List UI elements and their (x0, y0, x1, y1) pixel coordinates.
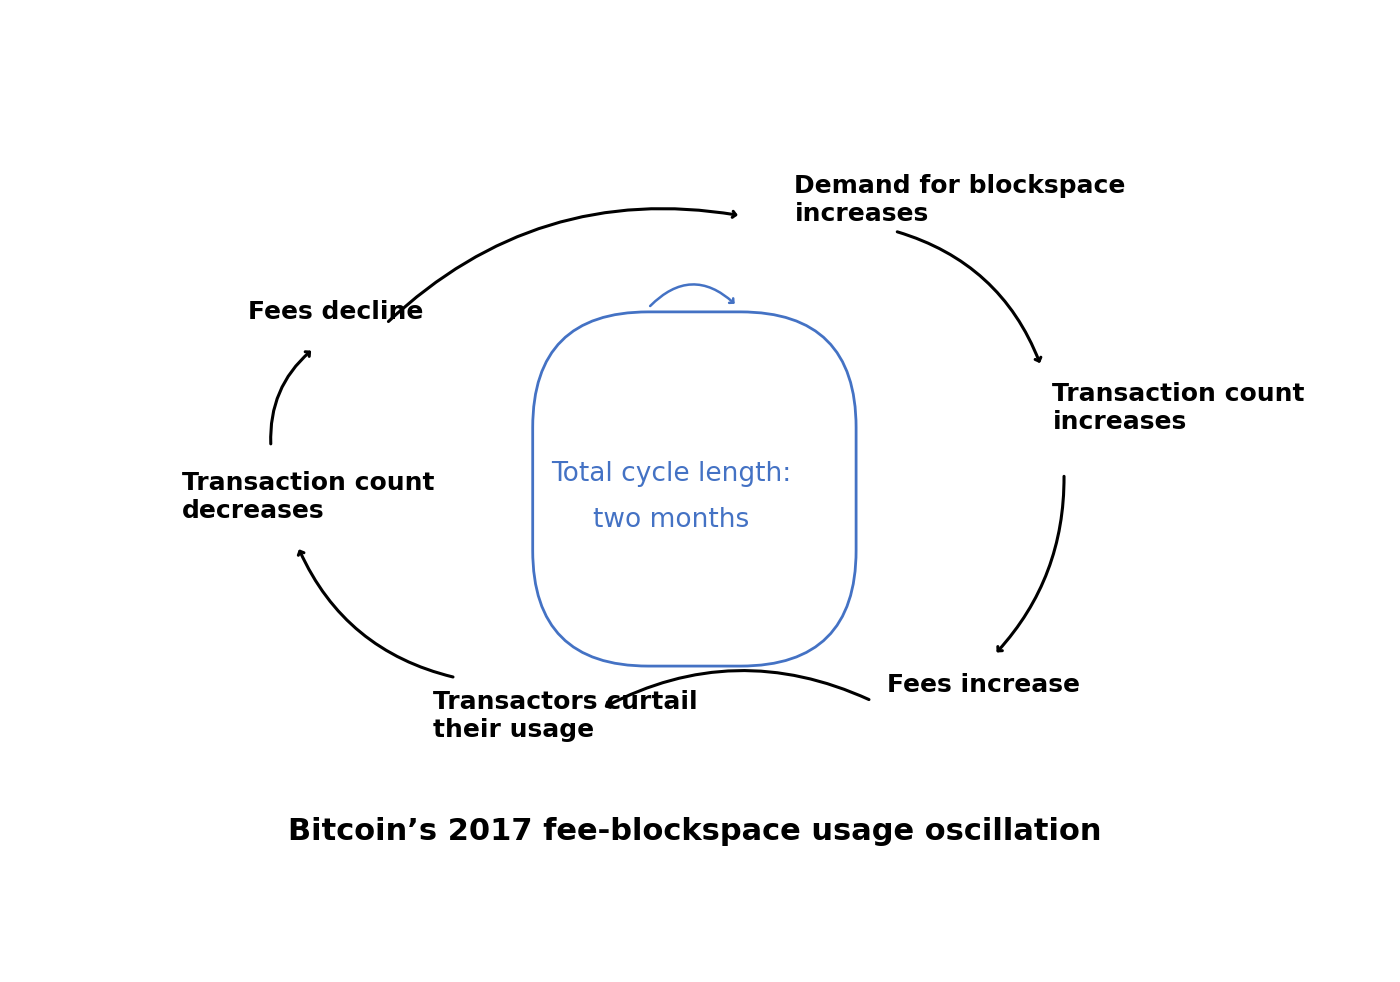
Text: Transaction count
increases: Transaction count increases (1053, 382, 1305, 434)
Text: Bitcoin’s 2017 fee-blockspace usage oscillation: Bitcoin’s 2017 fee-blockspace usage osci… (287, 817, 1102, 846)
Text: Demand for blockspace
increases: Demand for blockspace increases (795, 175, 1126, 226)
Text: Total cycle length:: Total cycle length: (552, 461, 791, 486)
Text: Fees decline: Fees decline (248, 300, 423, 324)
Text: Fees increase: Fees increase (888, 674, 1079, 697)
Text: Transactors curtail
their usage: Transactors curtail their usage (433, 690, 697, 742)
Text: two months: two months (594, 507, 749, 533)
Text: Transaction count
decreases: Transaction count decreases (182, 470, 435, 522)
